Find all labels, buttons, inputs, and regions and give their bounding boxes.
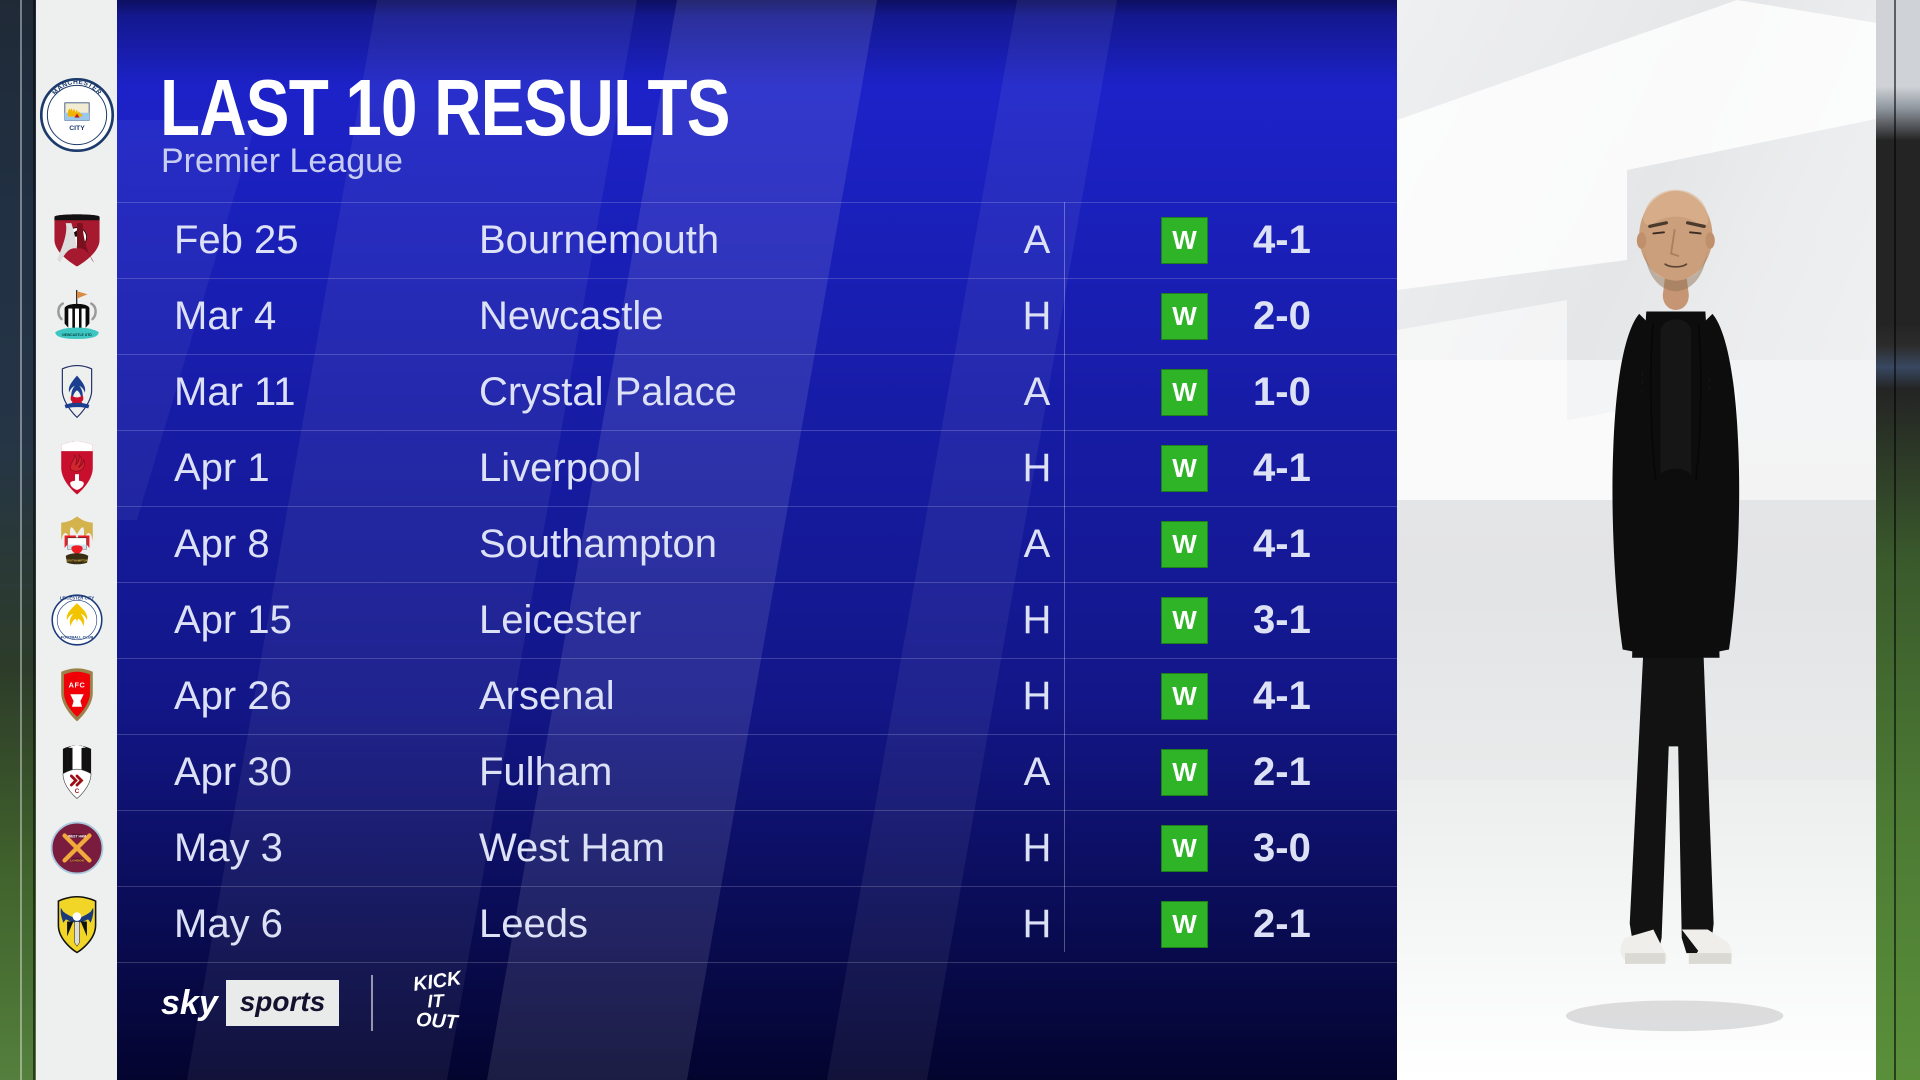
svg-text:FULHAM: FULHAM: [71, 745, 83, 749]
svg-text:LONDON: LONDON: [70, 859, 84, 863]
svg-text:CITY: CITY: [69, 125, 85, 132]
svg-text:LEICESTER CITY: LEICESTER CITY: [59, 596, 94, 601]
svg-text:C: C: [74, 788, 79, 795]
svg-text:IT: IT: [427, 990, 446, 1012]
svg-text:WEST HAM: WEST HAM: [67, 834, 85, 838]
svg-text:AFC: AFC: [68, 681, 85, 690]
svg-text:OUT: OUT: [416, 1009, 461, 1034]
svg-text:NEWCASTLE UTD: NEWCASTLE UTD: [62, 333, 92, 337]
svg-text:SOUTHAMPTON: SOUTHAMPTON: [66, 558, 88, 562]
svg-text:FOOTBALL CLUB: FOOTBALL CLUB: [60, 636, 93, 640]
